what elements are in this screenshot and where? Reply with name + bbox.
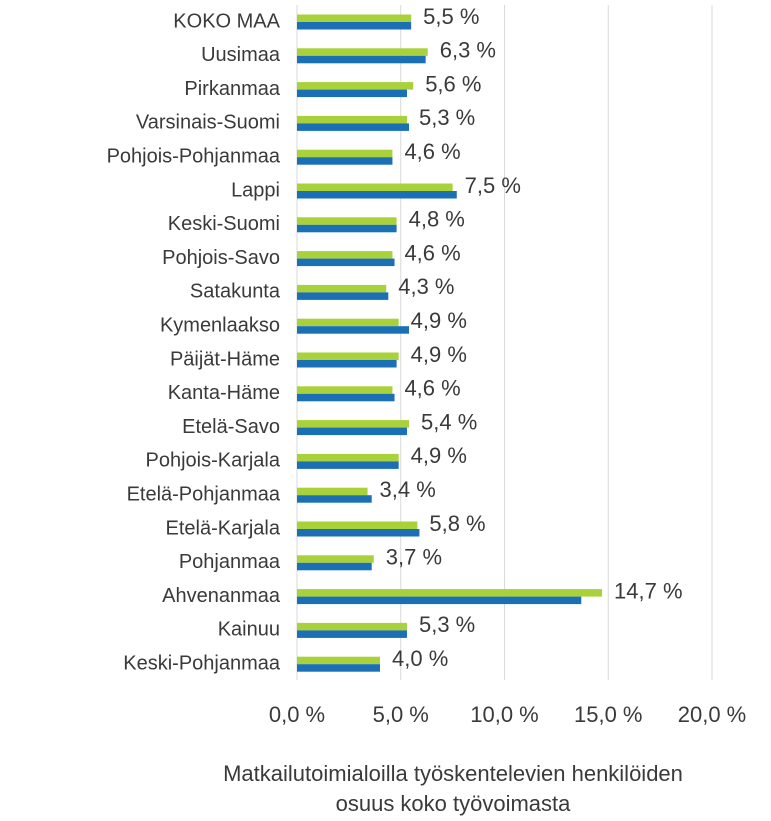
x-tick-label: 10,0 % — [470, 702, 539, 727]
data-label: 5,3 % — [419, 105, 475, 130]
bar — [297, 251, 393, 259]
bar — [297, 521, 418, 529]
bar — [297, 258, 395, 267]
y-tick-label: Uusimaa — [201, 44, 281, 66]
bar — [297, 82, 414, 90]
bar — [297, 89, 407, 98]
bar — [297, 386, 393, 394]
data-label: 4,6 % — [404, 240, 460, 265]
data-label: 5,8 % — [429, 511, 485, 536]
bar — [297, 664, 380, 672]
data-label: 4,6 % — [404, 139, 460, 164]
y-tick-label: Keski-Pohjanmaa — [123, 652, 281, 674]
data-label: 5,5 % — [423, 4, 479, 29]
data-label: 6,3 % — [440, 38, 496, 63]
bar — [297, 427, 407, 436]
bar — [297, 284, 387, 293]
y-tick-label: Pohjois-Savo — [162, 247, 280, 269]
bar — [297, 326, 410, 334]
bar — [297, 461, 399, 469]
bar — [297, 555, 374, 563]
bar — [297, 292, 389, 300]
bar — [297, 157, 393, 165]
bar — [297, 453, 399, 462]
data-label: 4,3 % — [398, 274, 454, 299]
y-tick-label: Pohjois-Pohjanmaa — [107, 145, 281, 167]
y-tick-label: Satakunta — [190, 281, 281, 303]
y-tick-label: Kainuu — [218, 619, 280, 641]
data-label: 4,6 % — [404, 376, 460, 401]
bar — [297, 352, 399, 360]
y-tick-label: Varsinais-Suomi — [136, 112, 280, 134]
y-tick-label: Etelä-Savo — [182, 416, 280, 438]
bar — [297, 14, 412, 22]
bar — [297, 529, 420, 537]
bar — [297, 562, 372, 571]
x-tick-label: 5,0 % — [373, 702, 429, 727]
y-tick-label: Etelä-Pohjanmaa — [127, 483, 281, 505]
y-tick-label: Ahvenanmaa — [162, 585, 281, 607]
y-tick-label: Lappi — [231, 179, 280, 201]
data-label: 5,4 % — [421, 409, 477, 434]
bar — [297, 656, 380, 665]
y-tick-label: KOKO MAA — [173, 10, 280, 32]
bar — [297, 420, 410, 428]
x-axis-title: Matkailutoimialoilla työskentelevien hen… — [223, 761, 683, 786]
x-axis-title: osuus koko työvoimasta — [336, 791, 572, 816]
bar — [297, 622, 407, 631]
y-tick-label: Kymenlaakso — [160, 314, 280, 336]
data-label: 4,9 % — [411, 308, 467, 333]
bar — [297, 217, 397, 225]
bar — [297, 115, 407, 124]
y-tick-label: Pirkanmaa — [184, 78, 280, 100]
data-label: 3,7 % — [386, 545, 442, 570]
bar — [297, 224, 397, 233]
bar — [297, 589, 603, 597]
data-label: 4,9 % — [411, 443, 467, 468]
bar — [297, 495, 372, 503]
bar — [297, 630, 407, 638]
y-tick-label: Pohjanmaa — [179, 551, 281, 573]
data-label: 4,9 % — [411, 342, 467, 367]
data-label: 5,6 % — [425, 71, 481, 96]
x-tick-label: 0,0 % — [269, 702, 325, 727]
bar — [297, 393, 395, 402]
x-tick-label: 20,0 % — [678, 702, 747, 727]
y-tick-label: Pohjois-Karjala — [145, 450, 280, 472]
bar — [297, 48, 428, 56]
y-tick-label: Kanta-Häme — [168, 382, 280, 404]
x-tick-label: 15,0 % — [574, 702, 643, 727]
data-label: 4,8 % — [409, 207, 465, 232]
data-label: 5,3 % — [419, 612, 475, 637]
bar — [297, 149, 393, 158]
bar — [297, 55, 426, 64]
data-label: 4,0 % — [392, 646, 448, 671]
bar — [297, 318, 399, 327]
bar — [297, 191, 457, 199]
data-label: 14,7 % — [614, 578, 683, 603]
data-label: 3,4 % — [380, 477, 436, 502]
bar — [297, 596, 582, 605]
bar — [297, 123, 410, 131]
bar — [297, 360, 397, 368]
bar — [297, 183, 453, 191]
data-label: 7,5 % — [465, 173, 521, 198]
y-tick-label: Etelä-Karjala — [165, 517, 280, 539]
bar — [297, 22, 412, 30]
y-tick-label: Keski-Suomi — [168, 213, 280, 235]
bar — [297, 487, 368, 496]
y-tick-label: Päijät-Häme — [170, 348, 280, 370]
